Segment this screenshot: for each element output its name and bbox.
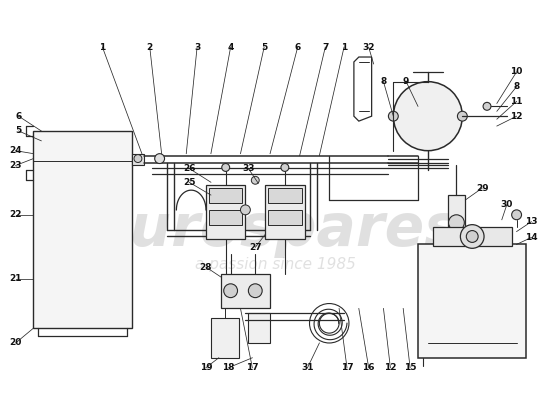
Text: 5: 5 bbox=[261, 43, 267, 52]
Circle shape bbox=[134, 155, 142, 162]
Text: 25: 25 bbox=[183, 178, 195, 187]
Text: 19: 19 bbox=[200, 363, 212, 372]
Text: 6: 6 bbox=[15, 112, 22, 121]
Text: 5: 5 bbox=[15, 126, 22, 136]
Text: 15: 15 bbox=[404, 363, 416, 372]
Circle shape bbox=[251, 176, 259, 184]
Circle shape bbox=[155, 154, 164, 164]
Text: 22: 22 bbox=[9, 210, 22, 219]
Circle shape bbox=[222, 164, 230, 172]
Bar bbox=[268, 210, 301, 225]
Bar bbox=[433, 227, 512, 246]
Text: 4: 4 bbox=[228, 43, 234, 52]
Text: eurospares: eurospares bbox=[91, 201, 459, 258]
Text: 30: 30 bbox=[500, 200, 513, 210]
Text: 6: 6 bbox=[295, 43, 301, 52]
Text: 14: 14 bbox=[525, 233, 538, 242]
Text: 8: 8 bbox=[381, 77, 387, 86]
Text: 3: 3 bbox=[194, 43, 200, 52]
Bar bbox=[211, 318, 239, 358]
Bar bbox=[448, 195, 465, 249]
Circle shape bbox=[460, 225, 484, 248]
Text: 27: 27 bbox=[249, 243, 262, 252]
Text: 16: 16 bbox=[362, 363, 375, 372]
Bar bbox=[418, 244, 526, 358]
Circle shape bbox=[388, 111, 398, 121]
Circle shape bbox=[240, 205, 250, 215]
Text: 1: 1 bbox=[100, 43, 106, 52]
Text: 13: 13 bbox=[525, 217, 538, 226]
Bar bbox=[34, 131, 132, 328]
Text: 2: 2 bbox=[147, 43, 153, 52]
Text: 33: 33 bbox=[242, 164, 255, 173]
Text: 28: 28 bbox=[200, 262, 212, 272]
Bar bbox=[249, 314, 270, 343]
Bar bbox=[132, 154, 144, 164]
Circle shape bbox=[449, 215, 464, 230]
Text: 24: 24 bbox=[9, 146, 22, 155]
Circle shape bbox=[458, 111, 468, 121]
Bar bbox=[268, 188, 301, 203]
Text: 18: 18 bbox=[222, 363, 235, 372]
Circle shape bbox=[224, 284, 238, 298]
Text: 10: 10 bbox=[510, 67, 523, 76]
Text: 17: 17 bbox=[246, 363, 258, 372]
Text: 7: 7 bbox=[322, 43, 328, 52]
Bar bbox=[209, 188, 243, 203]
Bar bbox=[265, 185, 305, 240]
Text: 1: 1 bbox=[341, 43, 347, 52]
Bar bbox=[209, 210, 243, 225]
Text: 8: 8 bbox=[514, 82, 520, 91]
Circle shape bbox=[393, 82, 463, 151]
Bar bbox=[206, 185, 245, 240]
Text: 20: 20 bbox=[9, 338, 22, 348]
Circle shape bbox=[281, 164, 289, 172]
Text: 32: 32 bbox=[362, 43, 375, 52]
Circle shape bbox=[466, 230, 478, 242]
Text: 17: 17 bbox=[340, 363, 353, 372]
Text: a passion since 1985: a passion since 1985 bbox=[195, 256, 355, 272]
Text: 31: 31 bbox=[301, 363, 314, 372]
Text: 12: 12 bbox=[510, 112, 523, 121]
Text: 23: 23 bbox=[9, 161, 22, 170]
Text: 9: 9 bbox=[403, 77, 409, 86]
Circle shape bbox=[483, 102, 491, 110]
Text: 11: 11 bbox=[510, 97, 523, 106]
Circle shape bbox=[249, 284, 262, 298]
Text: 26: 26 bbox=[183, 164, 195, 173]
Circle shape bbox=[512, 210, 521, 220]
Text: 29: 29 bbox=[476, 184, 488, 193]
Bar bbox=[221, 274, 270, 308]
Text: 21: 21 bbox=[9, 274, 22, 283]
Text: 12: 12 bbox=[384, 363, 397, 372]
